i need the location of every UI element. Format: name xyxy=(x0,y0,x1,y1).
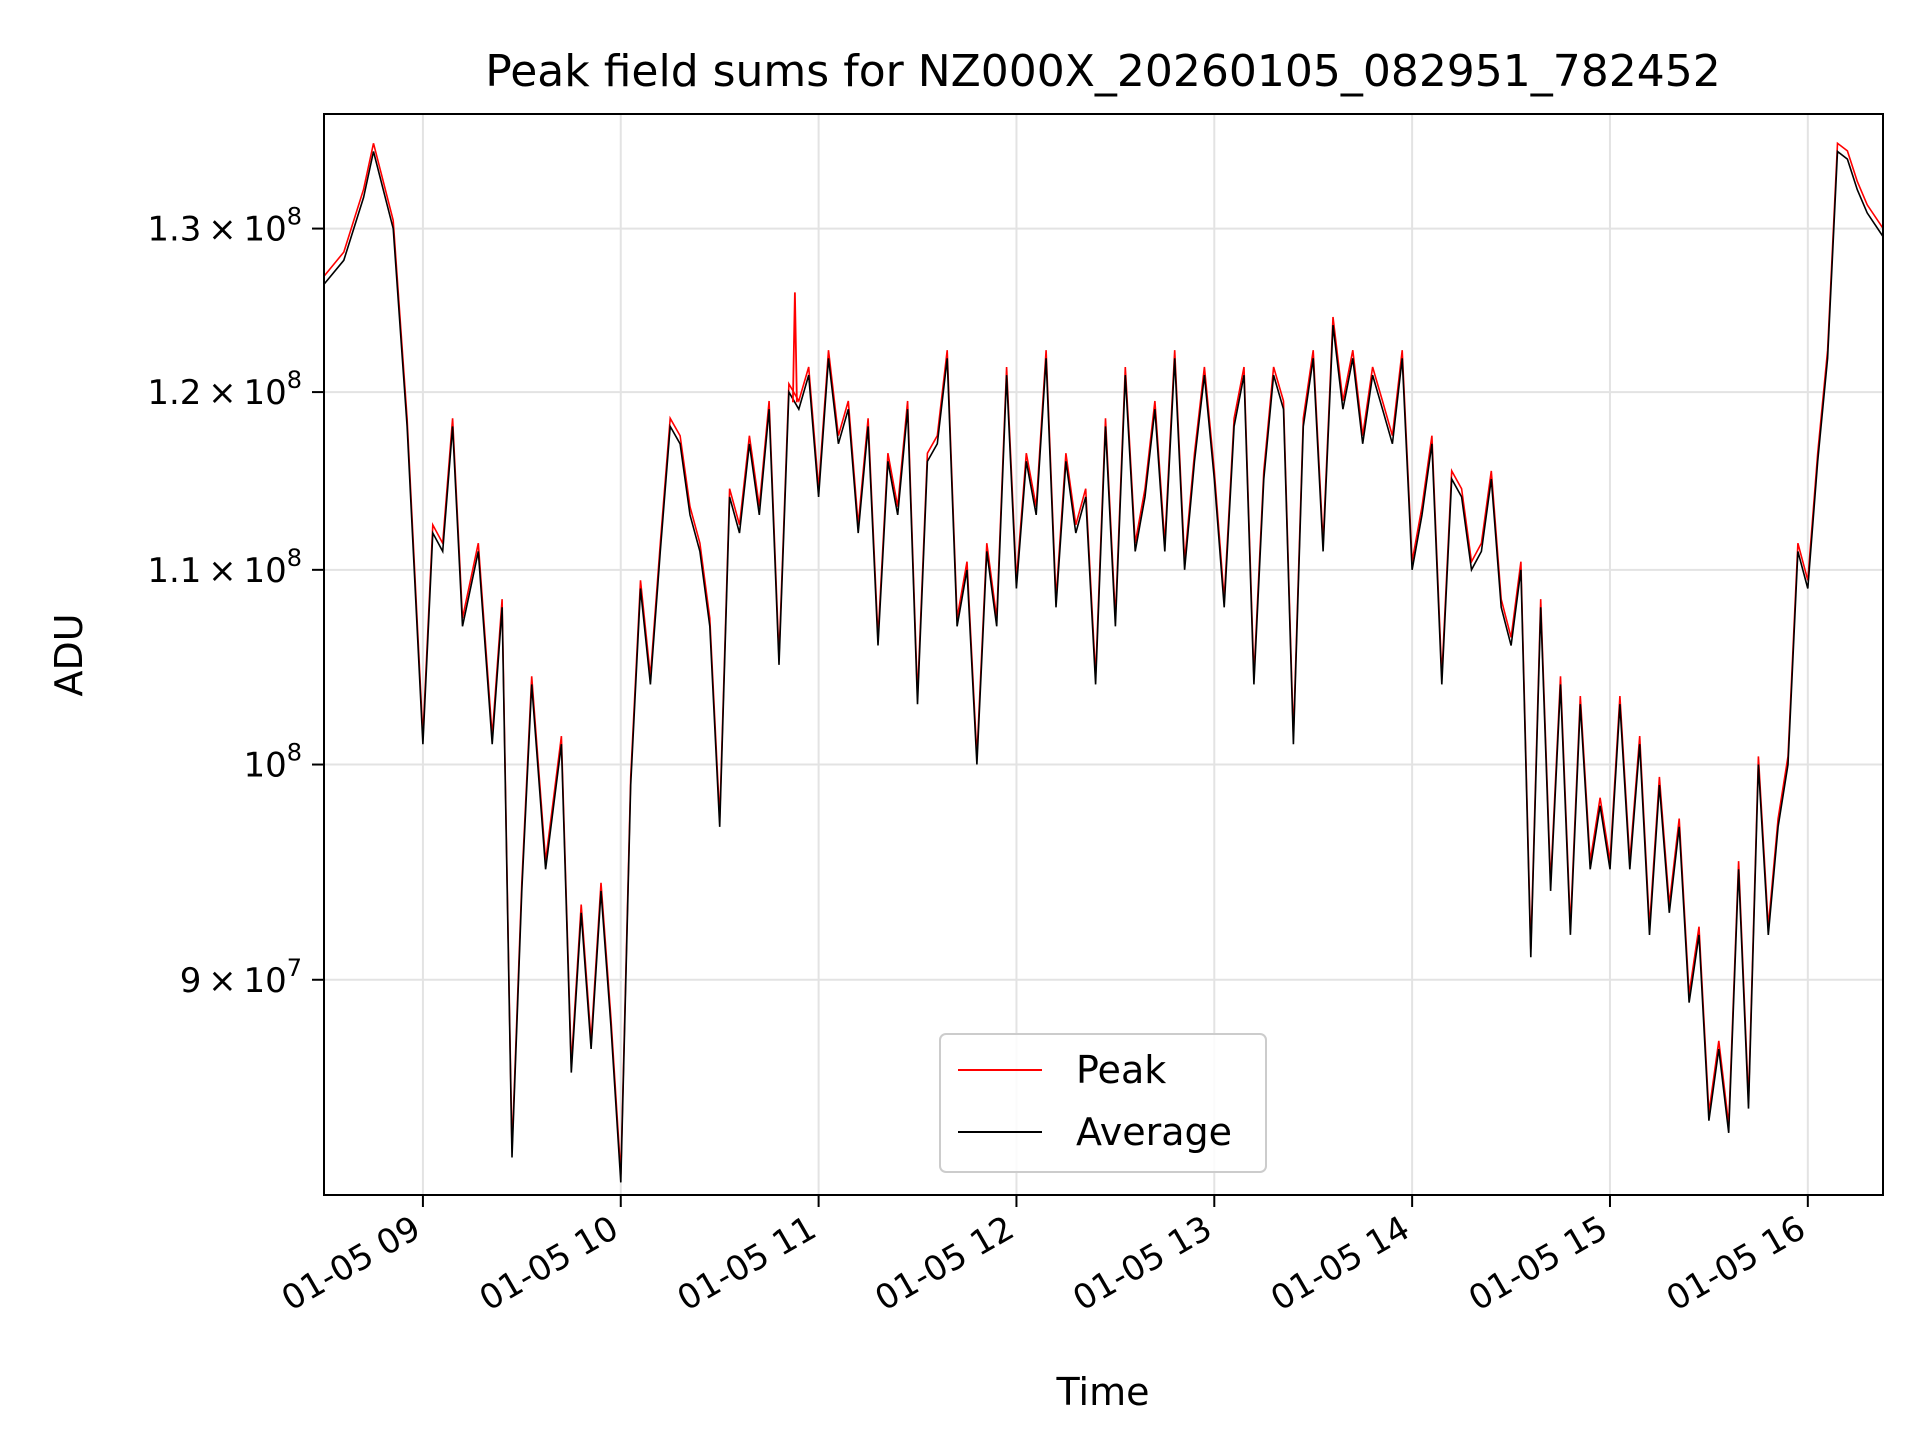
y-tick-label: 1.2 × 108 xyxy=(147,366,302,413)
y-tick-label: 1.1 × 108 xyxy=(147,544,302,591)
legend-label-peak: Peak xyxy=(1076,1048,1166,1092)
x-axis-title: Time xyxy=(1056,1370,1150,1414)
plot-frame xyxy=(323,113,1884,1196)
series-lines xyxy=(323,141,1884,1183)
y-axis-title: ADU xyxy=(47,613,91,696)
y-tick-label: 9 × 107 xyxy=(180,954,302,1001)
y-tick-label: 1.3 × 108 xyxy=(147,203,302,250)
legend-box xyxy=(939,1033,1267,1173)
chart-title: Peak field sums for NZ000X_20260105_0829… xyxy=(485,46,1721,97)
peak-spike xyxy=(792,292,798,403)
legend-label-average: Average xyxy=(1076,1110,1232,1154)
legend: Peak Average xyxy=(939,1033,1267,1173)
series-line-average xyxy=(323,149,1884,1183)
